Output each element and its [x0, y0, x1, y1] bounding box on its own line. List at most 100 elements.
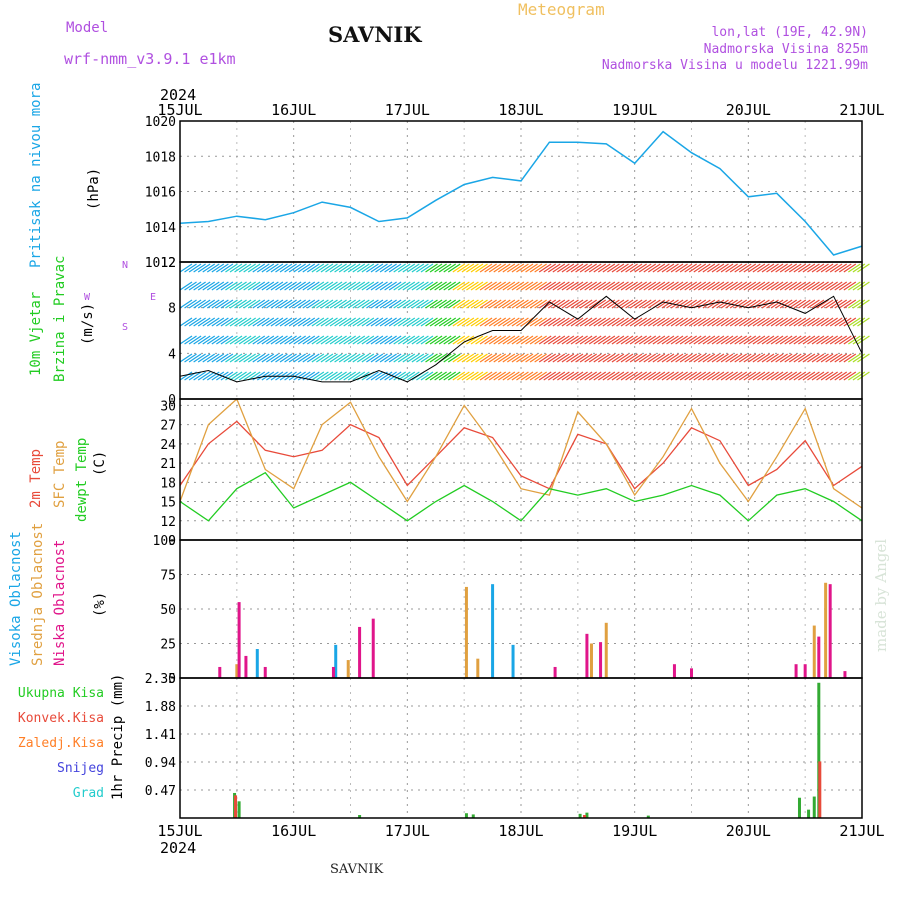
wind-barb [820, 371, 834, 381]
wind-barb [479, 353, 493, 363]
wind-barb [407, 299, 420, 309]
wind-barb [188, 371, 202, 381]
wind-barb [697, 335, 711, 345]
wind-barb [570, 353, 584, 363]
wind-barb [311, 335, 325, 345]
y-tick-label: 1012 [145, 256, 176, 271]
wind-barb [370, 371, 384, 381]
wind-barb [338, 335, 352, 345]
wind-barb [334, 335, 347, 345]
wind-barb [347, 281, 361, 291]
wind-barb [429, 335, 443, 345]
wind-barb [748, 299, 761, 309]
wind-barb [325, 353, 338, 363]
wind-barb [411, 281, 425, 291]
wind-barb [479, 263, 493, 273]
wind-barb [711, 335, 725, 345]
wind-barb [647, 371, 661, 381]
wind-barb [279, 353, 293, 363]
wind-barb [757, 335, 770, 345]
wind-barb [838, 281, 852, 291]
wind-barb [179, 281, 193, 291]
wind-barb [634, 317, 647, 327]
y-tick-label: 75 [160, 569, 176, 584]
wind-barb [611, 353, 625, 363]
wind-barb [402, 299, 416, 309]
precip-bar [818, 761, 822, 818]
wind-barb [643, 299, 657, 309]
wind-barb [216, 353, 229, 363]
wind-barb [588, 317, 602, 327]
wind-barb [716, 263, 729, 273]
wind-barb [370, 317, 384, 327]
wind-barb [629, 263, 643, 273]
wind-barb [416, 263, 429, 273]
wind-barb [620, 281, 634, 291]
wind-barb [529, 371, 543, 381]
wind-barb [479, 317, 493, 327]
wind-barb [584, 353, 597, 363]
wind-barb [543, 299, 557, 309]
wind-barb [375, 353, 388, 363]
cloud-bar [843, 671, 847, 678]
wind-barb [538, 263, 552, 273]
wind-barb [338, 353, 352, 363]
precip-total-label: Ukupna Kisa [17, 686, 104, 701]
wind-barb [384, 263, 397, 273]
wind-barb [343, 281, 357, 291]
wind-barb [788, 371, 802, 381]
wind-barb [661, 335, 675, 345]
wind-barb [479, 281, 493, 291]
wind-barb [247, 371, 261, 381]
wind-barb [320, 317, 334, 327]
wind-barb [366, 281, 379, 291]
wind-barb [707, 371, 720, 381]
wind-barb [779, 317, 793, 327]
wind-barb [407, 263, 420, 273]
wind-barb [802, 263, 816, 273]
wind-barb [779, 281, 793, 291]
wind-barb [266, 281, 279, 291]
wind-barb [670, 299, 684, 309]
wind-barb [557, 371, 570, 381]
wind-barb [725, 281, 738, 291]
wind-barb [206, 317, 220, 327]
y-tick-label: 1.41 [145, 728, 176, 743]
wind-barb [784, 299, 798, 309]
wind-barb [193, 335, 206, 345]
wind-barb [216, 335, 229, 345]
wind-barb [447, 335, 461, 345]
wind-barb [329, 335, 343, 345]
wind-barb [761, 317, 775, 327]
wind-barb [516, 299, 529, 309]
wind-barb [579, 335, 593, 345]
wind-barb [566, 317, 579, 327]
wind-barb [329, 281, 343, 291]
wind-barb [743, 299, 757, 309]
wind-barb [588, 353, 602, 363]
wind-barb [229, 299, 243, 309]
wind-barb [643, 371, 657, 381]
wind-barb [347, 263, 361, 273]
wind-barb [725, 353, 738, 363]
wind-barb [547, 317, 561, 327]
wind-barb [697, 317, 711, 327]
wind-barb [652, 371, 666, 381]
wind-barb [461, 299, 475, 309]
wind-barb [293, 263, 306, 273]
wind-barb [334, 263, 347, 273]
wind-barb [588, 281, 602, 291]
wind-barb [729, 371, 743, 381]
wind-barb [552, 263, 566, 273]
wind-barb [666, 317, 679, 327]
y-tick-label: 1020 [145, 115, 176, 130]
model-name: wrf-nmm_v3.9.1 e1km [64, 50, 236, 68]
wind-barb [443, 335, 457, 345]
wind-barb [675, 263, 688, 273]
wind-barb [343, 263, 357, 273]
wind-barb [329, 353, 343, 363]
wind-barb [811, 281, 825, 291]
wind-barb [211, 263, 225, 273]
wind-barb [793, 335, 807, 345]
